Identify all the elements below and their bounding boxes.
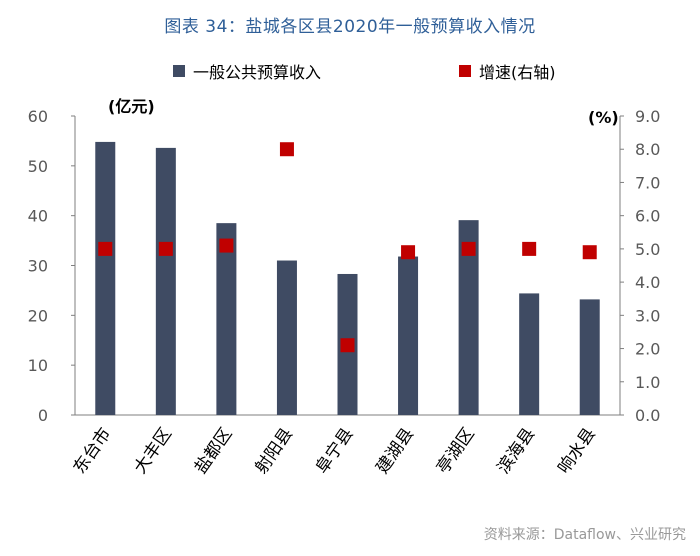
right-tick-label: 1.0	[635, 373, 660, 392]
bars	[95, 141, 600, 416]
growth-marker-7	[461, 241, 476, 256]
left-tick-label: 40	[28, 207, 48, 226]
bar-7	[458, 220, 479, 415]
source-note: 资料来源：Dataflow、兴业研究	[483, 527, 686, 543]
right-axis-unit: (%)	[588, 108, 619, 127]
growth-markers	[98, 142, 597, 353]
growth-marker-8	[522, 241, 537, 256]
legend-marker-label: 增速(右轴)	[479, 63, 556, 82]
right-tick-label: 6.0	[635, 207, 660, 226]
growth-marker-3	[219, 238, 234, 253]
category-label-3: 盐都区	[191, 424, 237, 477]
bar-1	[95, 141, 116, 415]
legend-bar-swatch	[173, 65, 185, 77]
right-tick-label: 8.0	[635, 140, 660, 159]
growth-marker-5	[340, 338, 355, 353]
growth-marker-4	[279, 142, 294, 157]
left-axis-unit: (亿元)	[108, 97, 155, 116]
bar-6	[398, 256, 419, 415]
category-label-9: 响水县	[554, 424, 600, 477]
bar-2	[155, 147, 176, 416]
bar-9	[579, 299, 600, 415]
right-tick-label: 4.0	[635, 273, 660, 292]
right-tick-label: 9.0	[635, 107, 660, 126]
growth-marker-6	[401, 245, 416, 260]
left-tick-label: 60	[28, 107, 48, 126]
right-tick-label: 3.0	[635, 306, 660, 325]
right-tick-label: 5.0	[635, 240, 660, 259]
left-tick-label: 10	[28, 356, 48, 375]
right-tick-label: 7.0	[635, 173, 660, 192]
category-label-4: 射阳县	[251, 424, 297, 477]
growth-marker-1	[98, 241, 113, 256]
bar-8	[519, 293, 540, 415]
legend-bar-label: 一般公共预算收入	[193, 63, 321, 82]
category-label-7: 亭湖区	[433, 424, 479, 477]
left-tick-label: 50	[28, 157, 48, 176]
left-tick-label: 20	[28, 306, 48, 325]
legend-marker-swatch	[459, 65, 471, 77]
growth-marker-2	[158, 241, 173, 256]
axes: 0 10 20 30 40 50 60 0.0 1.0 2.0 3.0 4.0 5.0 6.0 7.0 8.0…	[28, 97, 661, 425]
left-tick-label: 0	[38, 406, 48, 425]
category-label-1: 东台市	[70, 424, 116, 477]
category-label-2: 大丰区	[130, 424, 176, 477]
growth-marker-9	[582, 245, 597, 260]
bar-3	[216, 223, 237, 415]
x-axis-labels: 东台市 大丰区 盐都区 射阳县 阜宁县 建湖县 亭湖区 滨海县 响水县	[70, 424, 600, 477]
legend: 一般公共预算收入 增速(右轴)	[173, 63, 556, 82]
page-title: 图表 34：盐城各区县2020年一般预算收入情况	[164, 17, 536, 37]
right-tick-label: 0.0	[635, 406, 660, 425]
bar-4	[276, 260, 297, 415]
category-label-5: 阜宁县	[312, 424, 358, 477]
category-label-8: 滨海县	[494, 424, 540, 477]
right-tick-label: 2.0	[635, 340, 660, 359]
category-label-6: 建湖县	[373, 424, 419, 477]
left-tick-label: 30	[28, 257, 48, 276]
